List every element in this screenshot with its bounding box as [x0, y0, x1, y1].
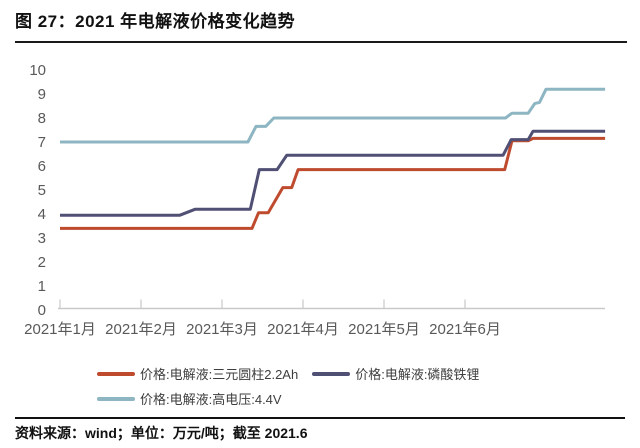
x-tick-label: 2021年3月 — [186, 321, 258, 338]
x-tick-label: 2021年6月 — [429, 321, 501, 338]
x-axis-labels: 2021年1月 2021年2月 2021年3月 2021年4月 2021年5月 2021年… — [24, 321, 501, 338]
legend-item-high-voltage: 价格:电解液:高电压:4.4V — [97, 389, 282, 408]
legend-label: 价格:电解液:磷酸铁锂 — [355, 367, 480, 382]
legend-label: 价格:电解液:三元圆柱2.2Ah — [140, 367, 299, 382]
x-tick-label: 2021年5月 — [348, 321, 420, 338]
y-tick-label: 9 — [38, 86, 46, 103]
x-tick-label: 2021年4月 — [267, 321, 339, 338]
y-tick-label: 2 — [38, 254, 46, 271]
legend-row-2: 价格:电解液:高电压:4.4V — [97, 386, 617, 411]
source-note: 资料来源：wind；单位：万元/吨；截至 2021.6 — [15, 425, 308, 441]
x-tick-label: 2021年2月 — [105, 321, 177, 338]
chart-legend: 价格:电解液:三元圆柱2.2Ah 价格:电解液:磷酸铁锂 价格:电解液:高电压:… — [97, 361, 617, 411]
series-line-2 — [60, 87, 606, 144]
blue-line-swatch-icon — [97, 396, 135, 401]
y-tick-label: 5 — [38, 182, 46, 199]
footer-divider — [15, 417, 625, 419]
y-tick-label: 0 — [38, 302, 46, 319]
y-tick-label: 3 — [38, 230, 46, 247]
figure-title: 图 27：2021 年电解液价格变化趋势 — [15, 12, 296, 31]
y-tick-label: 8 — [38, 110, 46, 127]
title-divider — [15, 41, 627, 43]
navy-line-swatch-icon — [312, 371, 351, 376]
y-tick-label: 6 — [38, 158, 46, 175]
y-tick-label: 10 — [29, 62, 46, 79]
red-line-swatch-icon — [97, 371, 135, 376]
y-tick-label: 4 — [38, 206, 46, 223]
legend-item-lfp: 价格:电解液:磷酸铁锂 — [312, 364, 479, 383]
x-tick-label: 2021年1月 — [24, 321, 96, 338]
legend-label: 价格:电解液:高电压:4.4V — [140, 392, 282, 407]
y-axis-labels: 0 1 2 3 4 5 6 7 8 9 10 — [29, 62, 46, 319]
y-tick-label: 1 — [38, 278, 46, 295]
legend-item-ternary-cylinder: 价格:电解液:三元圆柱2.2Ah — [97, 364, 298, 383]
x-axis — [58, 299, 605, 310]
series-line-1 — [60, 129, 606, 217]
y-tick-label: 7 — [38, 134, 46, 151]
legend-row-1: 价格:电解液:三元圆柱2.2Ah 价格:电解液:磷酸铁锂 — [97, 361, 617, 386]
